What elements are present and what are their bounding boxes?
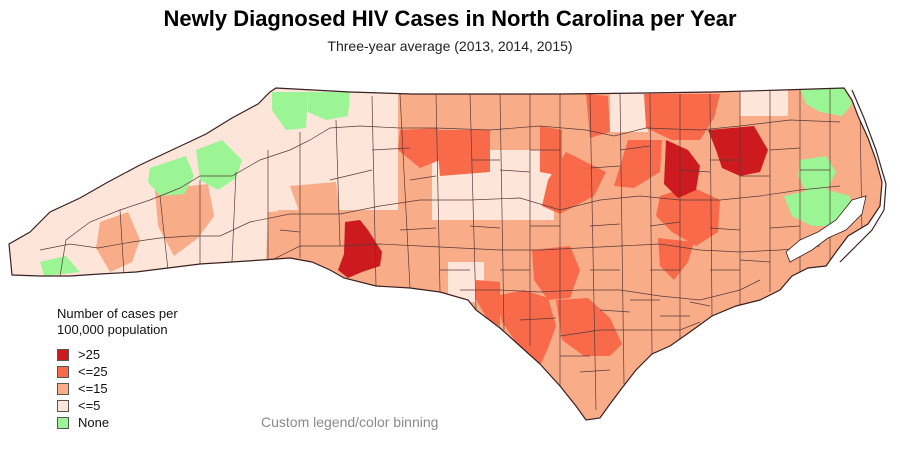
county-border-lines-c <box>267 243 821 263</box>
legend-swatch-le15 <box>57 382 69 395</box>
county-none-currituck <box>800 88 852 116</box>
map-legend: Number of cases per 100,000 population >… <box>57 306 207 431</box>
legend-item-le25: <=25 <box>57 363 207 380</box>
legend-swatch-gt25 <box>57 348 69 361</box>
legend-item-gt25: >25 <box>57 346 207 363</box>
legend-title: Number of cases per 100,000 population <box>57 306 178 337</box>
west-mid-fill-b <box>96 212 140 272</box>
county-border-lines-e <box>559 321 701 337</box>
county-border-lines-a <box>59 119 841 277</box>
footnote: Custom legend/color binning <box>261 414 439 430</box>
north-light-fill <box>610 90 648 132</box>
county-group-25-l <box>556 298 622 356</box>
county-group-25-i <box>658 238 694 280</box>
map-title: Newly Diagnosed HIV Cases in North Carol… <box>163 6 737 31</box>
legend-item-le5: <=5 <box>57 397 207 414</box>
county-none-hyde <box>784 188 852 226</box>
west-mid-fill-d <box>290 182 340 214</box>
county-border-lines-d <box>460 279 761 301</box>
county-none-ashe <box>308 92 350 120</box>
county-borders <box>39 88 863 411</box>
county-border-lines-g <box>279 145 830 373</box>
county-none-yancey <box>196 140 242 190</box>
county-none-alleghany <box>272 92 308 130</box>
legend-label-none: None <box>78 415 110 430</box>
legend-label-le5: <=5 <box>78 398 101 413</box>
legend-item-none: None <box>57 414 207 431</box>
county-mecklenburg <box>338 220 382 278</box>
county-group-25-k <box>496 290 556 366</box>
outer-banks <box>839 89 887 263</box>
legend-item-le15: <=15 <box>57 380 207 397</box>
west-mid-fill-c <box>266 210 312 262</box>
county-border-lines-f <box>119 88 863 411</box>
county-none-madison <box>148 156 194 196</box>
ne-light-fill <box>740 88 788 116</box>
county-group-25-d <box>586 94 610 138</box>
county-group-25-f <box>614 140 662 188</box>
legend-label-le15: <=15 <box>78 381 108 396</box>
county-group-25-m <box>476 280 500 326</box>
county-edgecombe <box>708 126 768 176</box>
county-none-clay <box>40 256 80 276</box>
county-group-25-j <box>532 246 580 300</box>
legend-label-gt25: >25 <box>78 347 101 362</box>
legend-swatch-le5 <box>57 399 69 412</box>
legend-label-le25: <=25 <box>78 364 108 379</box>
county-group-25-b <box>436 130 490 176</box>
county-group-25-c <box>540 126 562 176</box>
west-mid-fill-a <box>155 184 214 256</box>
county-durham <box>664 140 700 198</box>
legend-swatch-none <box>57 416 69 429</box>
legend-swatch-le25 <box>57 365 69 378</box>
county-group-25-e <box>542 152 606 214</box>
county-border-lines-b <box>39 185 841 251</box>
county-group-25-h <box>656 186 720 246</box>
county-none-dare <box>798 156 836 196</box>
county-group-25-a <box>398 128 440 168</box>
map-subtitle: Three-year average (2013, 2014, 2015) <box>327 38 573 54</box>
pamlico-sound <box>785 195 867 263</box>
